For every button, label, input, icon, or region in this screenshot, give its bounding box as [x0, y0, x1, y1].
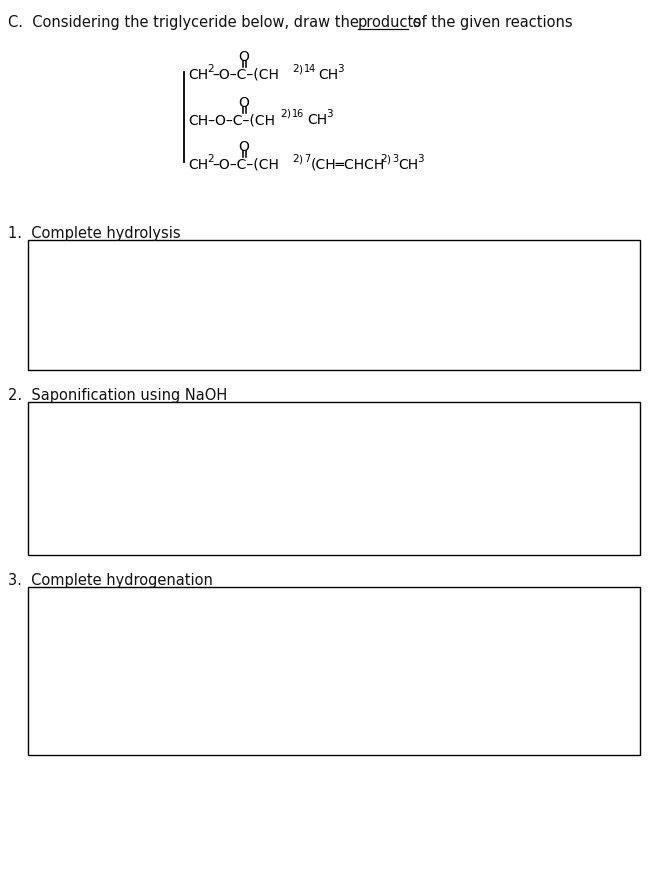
Text: CH: CH: [188, 158, 208, 172]
Text: –O–C–(CH: –O–C–(CH: [212, 68, 279, 82]
Text: O: O: [238, 140, 249, 154]
Text: ): ): [286, 109, 290, 119]
Text: ): ): [298, 154, 302, 164]
Text: CH: CH: [188, 68, 208, 82]
Text: 3: 3: [337, 64, 343, 74]
Text: 3: 3: [392, 154, 398, 164]
Text: products: products: [358, 15, 422, 30]
Text: C.  Considering the triglyceride below, draw the: C. Considering the triglyceride below, d…: [8, 15, 363, 30]
Text: of the given reactions: of the given reactions: [408, 15, 572, 30]
Text: –O–C–(CH: –O–C–(CH: [212, 158, 279, 172]
Text: CH: CH: [318, 68, 338, 82]
Text: 2: 2: [207, 154, 214, 164]
Text: CH: CH: [398, 158, 418, 172]
Text: 2: 2: [207, 64, 214, 74]
Bar: [28, 587, 640, 755]
Text: 2: 2: [380, 154, 387, 164]
Text: 3.  Complete hydrogenation: 3. Complete hydrogenation: [8, 573, 213, 588]
Text: 2: 2: [292, 154, 299, 164]
Text: O: O: [238, 50, 249, 64]
Bar: [28, 402, 640, 555]
Text: 14: 14: [304, 64, 316, 74]
Bar: [28, 240, 640, 370]
Text: ): ): [386, 154, 390, 164]
Text: 7: 7: [304, 154, 310, 164]
Text: 16: 16: [292, 109, 304, 119]
Text: 2.  Saponification using NaOH: 2. Saponification using NaOH: [8, 388, 227, 403]
Text: CH: CH: [307, 113, 327, 127]
Text: O: O: [238, 96, 249, 110]
Text: 3: 3: [417, 154, 424, 164]
Text: 2: 2: [292, 64, 299, 74]
Text: 2: 2: [280, 109, 287, 119]
Text: 3: 3: [326, 109, 333, 119]
Text: 1.  Complete hydrolysis: 1. Complete hydrolysis: [8, 226, 180, 241]
Text: CH–O–C–(CH: CH–O–C–(CH: [188, 113, 275, 127]
Text: (CH═CHCH: (CH═CHCH: [311, 158, 385, 172]
Text: ): ): [298, 64, 302, 74]
